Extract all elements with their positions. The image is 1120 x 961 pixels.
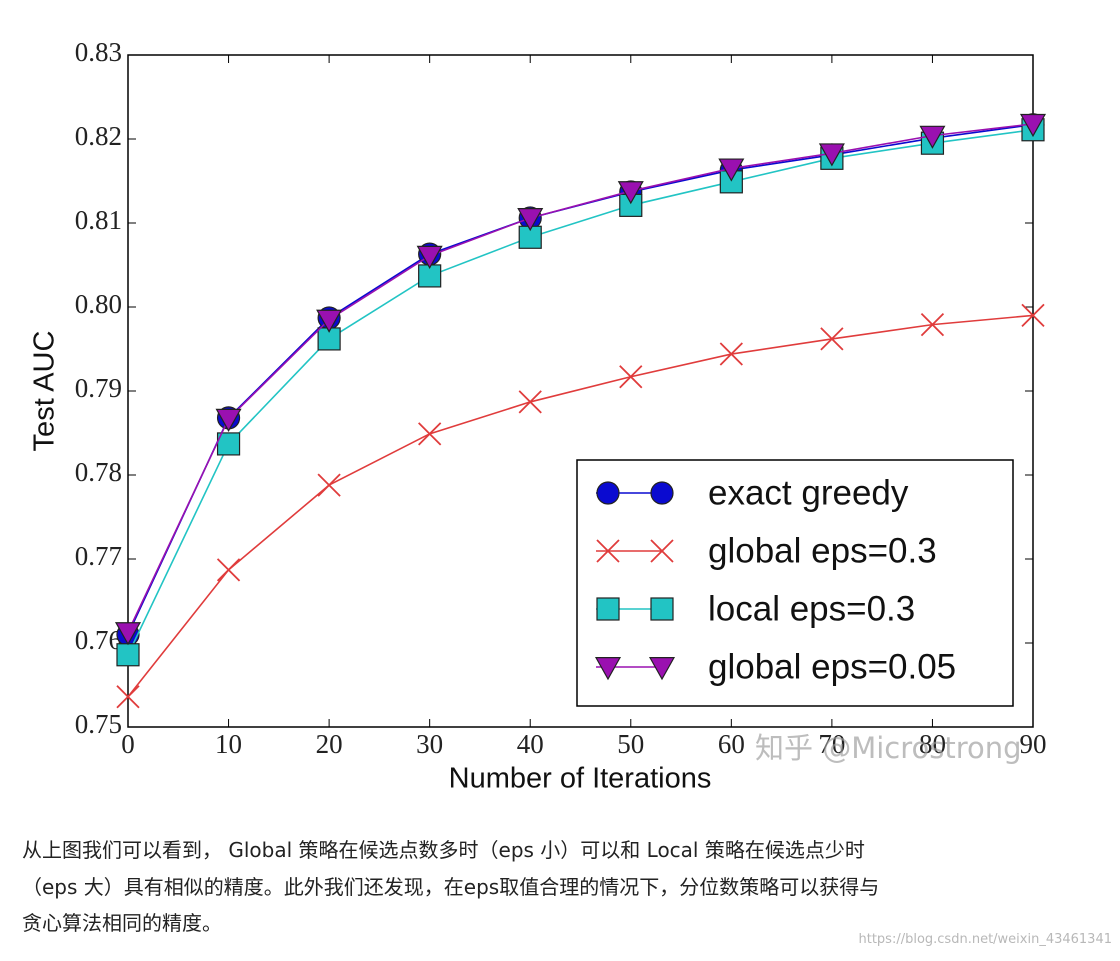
marker	[215, 408, 242, 432]
x-tick-label: 0	[121, 729, 135, 759]
y-tick-label: 0.79	[75, 373, 122, 403]
series-line	[127, 314, 1034, 698]
marker	[517, 208, 544, 232]
y-tick-label: 0.77	[75, 541, 122, 571]
marker	[216, 558, 241, 582]
y-tick-label: 0.78	[75, 457, 122, 487]
legend-box	[576, 459, 1014, 707]
legend: exact greedy global eps=0.3 local eps=0.3 g…	[576, 459, 1014, 707]
marker	[418, 422, 442, 446]
x-tick-label: 10	[215, 729, 242, 759]
chart: Number of Iterations Test AUC 0.75 0.76 0.…	[29, 37, 1047, 795]
paragraph-line: （eps 大）具有相似的精度。此外我们还发现，在eps取值合理的情况下，分位数策…	[22, 874, 880, 899]
x-axis-label: Number of Iterations	[449, 763, 712, 795]
marker	[648, 657, 676, 681]
marker	[316, 309, 343, 333]
marker	[116, 685, 140, 709]
marker	[596, 539, 620, 563]
watermark: https://blog.csdn.net/weixin_43461341	[858, 932, 1112, 947]
marker	[650, 597, 674, 621]
y-tick-label: 0.75	[75, 709, 122, 739]
marker	[650, 481, 674, 505]
series-line	[127, 128, 1034, 656]
marker	[416, 245, 443, 269]
series-line	[127, 123, 1034, 633]
paragraph-line: 贪心算法相同的精度。	[22, 911, 222, 935]
x-tick-label: 40	[517, 729, 544, 759]
paragraph: 从上图我们可以看到， Global 策略在候选点数多时（eps 小）可以和 Lo…	[22, 832, 1112, 942]
marker	[317, 473, 341, 497]
marker	[818, 143, 845, 167]
x-tick-label: 70	[818, 729, 845, 759]
legend-label: global eps=0.3	[708, 531, 937, 570]
watermark: 知乎 @Microstrong	[755, 731, 1022, 765]
y-tick-label: 0.76	[75, 625, 122, 655]
paragraph-line: 从上图我们可以看到， Global 策略在候选点数多时（eps 小）可以和 Lo…	[22, 838, 865, 862]
marker	[820, 327, 844, 351]
x-tick-label: 20	[316, 729, 343, 759]
y-tick-label: 0.80	[75, 289, 122, 319]
marker	[1021, 303, 1045, 328]
marker	[719, 342, 743, 366]
marker	[596, 597, 620, 621]
marker	[518, 390, 542, 414]
y-tick-label: 0.83	[75, 37, 122, 67]
marker	[718, 158, 745, 182]
y-axis-label: Test AUC	[29, 331, 61, 452]
marker	[596, 481, 620, 505]
marker	[114, 622, 142, 646]
marker	[594, 657, 622, 681]
legend-label: global eps=0.05	[708, 647, 956, 686]
marker	[619, 365, 643, 389]
x-tick-label: 60	[718, 729, 745, 759]
marker	[617, 181, 644, 205]
x-tick-label: 30	[416, 729, 443, 759]
y-tick-label: 0.82	[75, 121, 122, 151]
marker	[116, 643, 140, 667]
legend-label: local eps=0.3	[708, 589, 915, 628]
marker	[919, 125, 946, 149]
x-tick-label: 90	[1020, 729, 1047, 759]
marker	[650, 539, 674, 563]
marker	[920, 313, 945, 337]
x-tick-label: 50	[617, 729, 644, 759]
y-tick-label: 0.81	[75, 205, 122, 235]
marker	[1019, 113, 1047, 138]
x-tick-label: 80	[919, 729, 946, 759]
legend-label: exact greedy	[708, 473, 909, 512]
